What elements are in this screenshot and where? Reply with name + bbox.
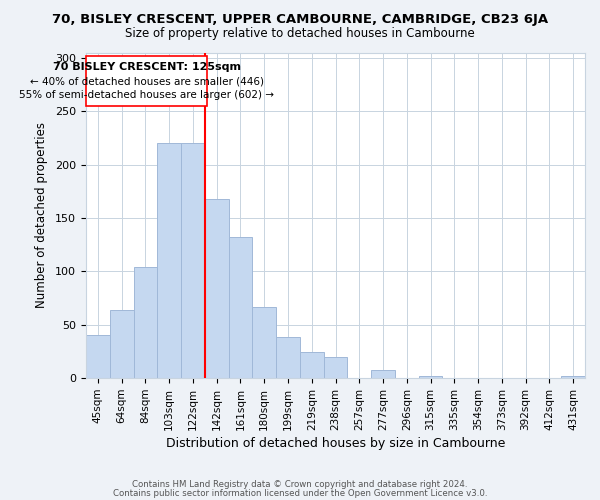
- Bar: [86, 336, 110, 378]
- Bar: [300, 352, 323, 378]
- Bar: [276, 336, 300, 378]
- Bar: [229, 237, 253, 378]
- Bar: [323, 357, 347, 378]
- Text: 55% of semi-detached houses are larger (602) →: 55% of semi-detached houses are larger (…: [19, 90, 274, 100]
- FancyBboxPatch shape: [86, 56, 207, 106]
- Bar: [253, 306, 276, 378]
- Bar: [181, 144, 205, 378]
- Bar: [134, 267, 157, 378]
- Bar: [110, 310, 134, 378]
- Text: Size of property relative to detached houses in Cambourne: Size of property relative to detached ho…: [125, 28, 475, 40]
- Text: 70 BISLEY CRESCENT: 125sqm: 70 BISLEY CRESCENT: 125sqm: [53, 62, 241, 72]
- Bar: [371, 370, 395, 378]
- Bar: [561, 376, 585, 378]
- Text: ← 40% of detached houses are smaller (446): ← 40% of detached houses are smaller (44…: [29, 76, 263, 86]
- Y-axis label: Number of detached properties: Number of detached properties: [35, 122, 48, 308]
- Bar: [157, 144, 181, 378]
- Text: 70, BISLEY CRESCENT, UPPER CAMBOURNE, CAMBRIDGE, CB23 6JA: 70, BISLEY CRESCENT, UPPER CAMBOURNE, CA…: [52, 12, 548, 26]
- Text: Contains HM Land Registry data © Crown copyright and database right 2024.: Contains HM Land Registry data © Crown c…: [132, 480, 468, 489]
- X-axis label: Distribution of detached houses by size in Cambourne: Distribution of detached houses by size …: [166, 437, 505, 450]
- Bar: [205, 199, 229, 378]
- Text: Contains public sector information licensed under the Open Government Licence v3: Contains public sector information licen…: [113, 488, 487, 498]
- Bar: [419, 376, 442, 378]
